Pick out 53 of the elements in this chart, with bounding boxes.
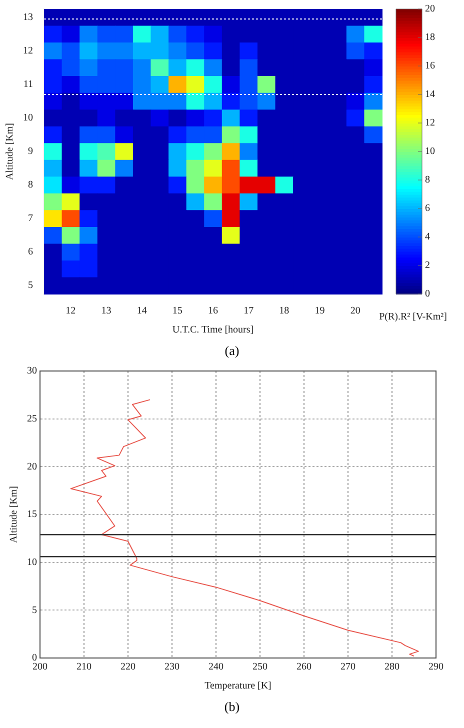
y-tick-label: 7 [28, 213, 33, 224]
color-bar-label: 0 [425, 288, 430, 300]
color-bar-label: 8 [425, 174, 430, 186]
color-bar-label: 20 [425, 4, 435, 15]
x-tick-label: 20 [350, 306, 360, 317]
x-tick-label: 14 [136, 306, 147, 317]
x-tick-label: 18 [279, 306, 290, 317]
color-bar-title: P(R).R² [V-Km²] [379, 312, 447, 323]
text: (a) [224, 342, 240, 360]
color-bar-label: 6 [425, 203, 430, 214]
x-tick-label: 210 [76, 662, 92, 673]
x-tick-label: 260 [296, 662, 312, 673]
color-bar-label: 16 [425, 60, 435, 72]
x-tick-label: 19 [314, 306, 325, 317]
y-tick-label: 10 [27, 556, 37, 568]
x-tick-label: 290 [428, 662, 444, 673]
color-bar-label: 4 [425, 232, 430, 243]
y-tick-label: 20 [27, 461, 37, 472]
y-tick-label: 13 [23, 12, 33, 24]
y-tick-label: 12 [23, 46, 33, 57]
x-axis-title: U.T.C. Time [hours] [172, 324, 254, 336]
color-bar-label: 12 [425, 118, 435, 129]
x-tick-label: 15 [172, 306, 182, 317]
y-tick-label: 10 [23, 112, 33, 124]
color-bar-label: 18 [425, 32, 435, 44]
y-tick-label: 30 [27, 366, 37, 377]
color-bar-label: 10 [425, 146, 435, 158]
x-tick-label: 270 [340, 662, 356, 673]
x-axis-title: Temperature [K] [204, 680, 272, 692]
y-tick-label: 25 [27, 413, 37, 424]
y-axis-title: Altitude [Km] [8, 486, 20, 543]
color-bar-label: 2 [425, 260, 430, 272]
x-tick-label: 250 [252, 662, 268, 673]
x-tick-label: 220 [120, 662, 136, 673]
y-tick-label: 11 [23, 79, 33, 90]
x-tick-label: 240 [208, 662, 224, 673]
y-tick-label: 5 [32, 604, 37, 616]
text: (b) [223, 698, 241, 716]
y-tick-label: 6 [28, 246, 33, 258]
y-tick-label: 9 [28, 146, 33, 158]
y-tick-label: 8 [28, 180, 33, 191]
y-tick-label: 5 [28, 280, 33, 292]
x-tick-label: 230 [164, 662, 180, 673]
x-tick-label: 13 [101, 306, 112, 317]
x-tick-label: 280 [384, 662, 400, 673]
x-tick-label: 12 [66, 306, 76, 317]
x-tick-label: 200 [32, 662, 48, 673]
x-tick-label: 16 [208, 306, 218, 317]
y-tick-label: 15 [27, 509, 37, 520]
x-tick-label: 17 [244, 306, 254, 317]
y-tick-label: 0 [32, 652, 37, 664]
color-bar-label: 14 [425, 89, 435, 100]
y-axis-title: Altitude [Km] [4, 123, 16, 180]
